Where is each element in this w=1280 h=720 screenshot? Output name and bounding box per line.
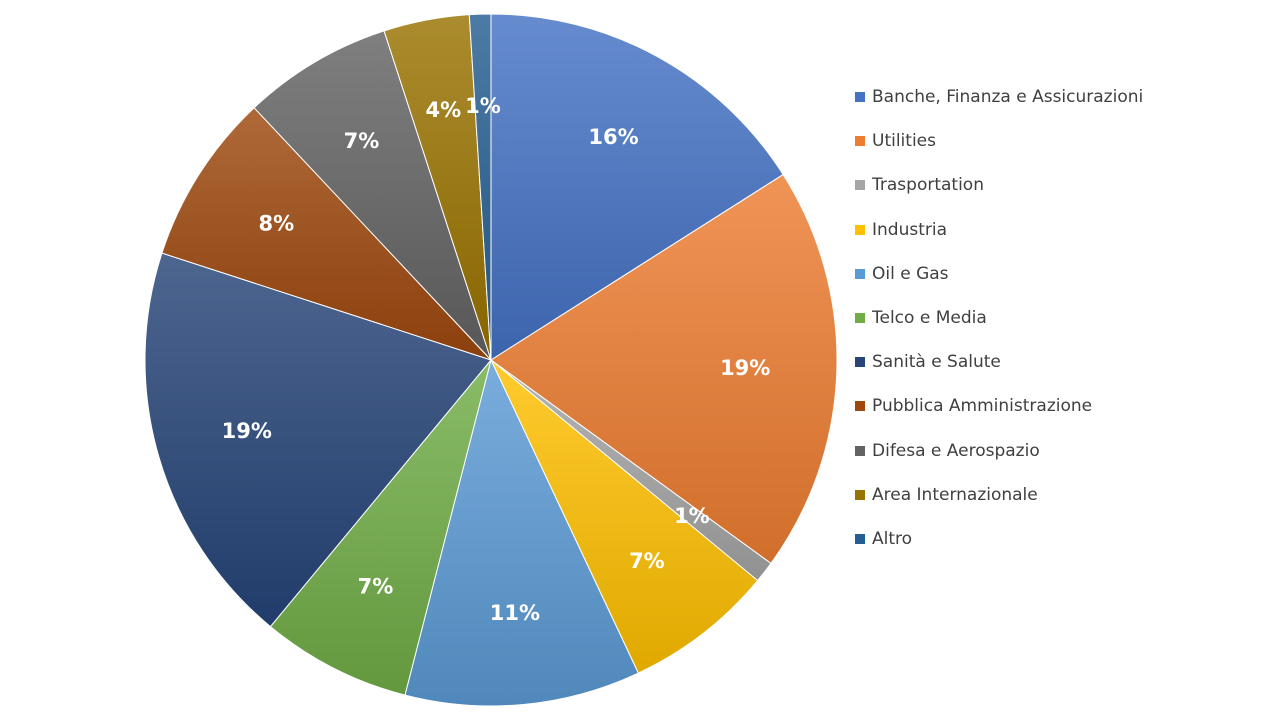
pie-slice (253, 30, 492, 361)
pie-slice (144, 252, 492, 628)
pie-slice (269, 359, 492, 696)
legend-item: Trasportation (855, 172, 1143, 216)
legend-item: Difesa e Aerospazio (855, 438, 1143, 482)
legend-item: Sanità e Salute (855, 349, 1143, 393)
legend-label: Sanità e Salute (872, 352, 1001, 373)
legend-swatch (855, 136, 865, 147)
chart-legend: Banche, Finanza e Assicurazioni Utilities… (855, 84, 1143, 570)
legend-item: Pubblica Amministrazione (855, 393, 1143, 437)
slice-data-label: 19% (222, 419, 272, 443)
slice-data-label: 19% (720, 356, 770, 380)
legend-swatch (855, 445, 865, 456)
pie-slices (144, 13, 838, 707)
slice-data-label: 16% (588, 125, 638, 149)
slice-data-label: 1% (674, 504, 710, 528)
legend-label: Banche, Finanza e Assicurazioni (872, 87, 1144, 107)
legend-label: Telco e Media (872, 307, 987, 328)
slice-data-label: 1% (465, 94, 501, 118)
legend-label: Altro (872, 528, 913, 549)
slice-data-label: 8% (258, 212, 294, 236)
legend-swatch (855, 357, 865, 368)
pie-slice (468, 13, 492, 361)
slice-data-label: 11% (490, 601, 540, 625)
legend-item: Industria (855, 217, 1143, 261)
legend-swatch (855, 401, 865, 412)
legend-swatch (855, 224, 865, 235)
legend-item: Banche, Finanza e Assicurazioni (855, 84, 1143, 128)
legend-swatch (855, 180, 865, 191)
pie-slice (404, 358, 639, 707)
legend-item: Utilities (855, 128, 1143, 172)
pie-slice (161, 107, 492, 361)
legend-label: Industria (872, 219, 948, 240)
legend-label: Difesa e Aerospazio (872, 440, 1040, 461)
legend-label: Pubblica Amministrazione (872, 396, 1093, 417)
pie-slice (490, 359, 759, 674)
legend-label: Utilities (872, 131, 936, 152)
legend-label: Trasportation (872, 175, 984, 196)
legend-swatch (855, 533, 865, 544)
slice-data-label: 7% (344, 129, 380, 153)
legend-swatch (855, 489, 865, 500)
legend-swatch (855, 92, 865, 102)
legend-item: Telco e Media (855, 305, 1143, 349)
legend-label: Area Internazionale (872, 484, 1038, 505)
legend-label: Oil e Gas (872, 263, 949, 284)
legend-swatch (855, 268, 865, 279)
pie-slice (490, 13, 784, 361)
slice-data-label: 4% (425, 98, 461, 122)
legend-item: Altro (855, 526, 1143, 570)
pie-data-labels: 16%19%1%7%11%7%19%8%7%4% 1% (222, 94, 771, 625)
legend-swatch (855, 312, 865, 323)
legend-item: Oil e Gas (855, 261, 1143, 305)
slice-data-label: 7% (629, 549, 665, 573)
pie-slice (490, 173, 838, 565)
legend-item: Area Internazionale (855, 482, 1143, 526)
slice-data-label: 7% (358, 575, 394, 599)
